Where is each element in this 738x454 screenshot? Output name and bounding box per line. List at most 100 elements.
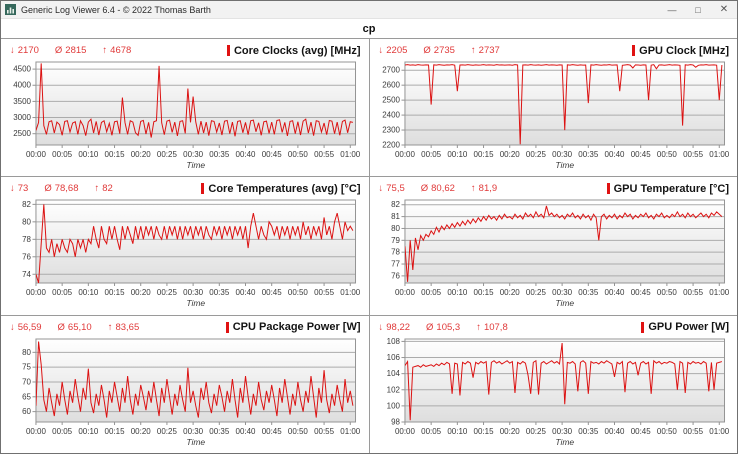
svg-text:00:05: 00:05 bbox=[421, 427, 442, 436]
svg-text:3500: 3500 bbox=[13, 97, 31, 106]
svg-text:108: 108 bbox=[386, 337, 400, 346]
max-arrow-icon: ↑ bbox=[107, 321, 113, 333]
stat-min-value: 75,5 bbox=[386, 183, 405, 195]
min-arrow-icon: ↓ bbox=[10, 183, 15, 195]
panel-gpu-power: ↓ 98,22 Ø 105,3 ↑ 107,8 GPU Power [W] 98 100… bbox=[369, 315, 737, 453]
app-icon bbox=[5, 4, 16, 15]
svg-text:79: 79 bbox=[391, 236, 400, 245]
chart-title: Core Clocks (avg) [MHz] bbox=[226, 45, 361, 57]
stat-avg-value: 80,62 bbox=[431, 183, 455, 195]
plot-gpu-temperature[interactable]: 76 77 78 79 80 81 82 00:00 00:05 00:10 00:15 00:20 0… bbox=[375, 197, 733, 309]
svg-text:78: 78 bbox=[22, 235, 31, 244]
svg-text:00:55: 00:55 bbox=[314, 288, 335, 297]
min-arrow-icon: ↓ bbox=[10, 321, 15, 333]
svg-text:60: 60 bbox=[22, 407, 31, 416]
max-arrow-icon: ↑ bbox=[470, 183, 476, 195]
svg-text:2500: 2500 bbox=[382, 96, 400, 105]
svg-text:77: 77 bbox=[391, 260, 400, 269]
stat-avg-value: 65,10 bbox=[67, 321, 92, 333]
svg-text:82: 82 bbox=[22, 200, 31, 209]
svg-text:65: 65 bbox=[22, 392, 31, 401]
svg-text:00:35: 00:35 bbox=[209, 427, 230, 436]
close-button[interactable]: ✕ bbox=[719, 4, 729, 15]
svg-text:00:55: 00:55 bbox=[683, 150, 704, 159]
svg-text:00:25: 00:25 bbox=[157, 288, 178, 297]
svg-text:00:25: 00:25 bbox=[525, 427, 546, 436]
svg-text:100: 100 bbox=[386, 401, 400, 410]
svg-text:2600: 2600 bbox=[382, 81, 400, 90]
charts-grid: ↓ 2170 Ø 2815 ↑ 4678 Core Clocks (avg) [MHz… bbox=[1, 38, 737, 453]
titlebar[interactable]: Generic Log Viewer 6.4 - © 2022 Thomas B… bbox=[1, 1, 737, 19]
plot-gpu-clock[interactable]: 2200 2300 2400 2500 2600 2700 00:00 00:05 00:10 0… bbox=[375, 59, 733, 171]
svg-text:00:20: 00:20 bbox=[131, 150, 152, 159]
chart-title: GPU Clock [MHz] bbox=[632, 45, 729, 57]
svg-text:00:50: 00:50 bbox=[288, 150, 309, 159]
svg-text:00:00: 00:00 bbox=[394, 427, 415, 436]
svg-text:82: 82 bbox=[391, 201, 400, 210]
svg-text:2700: 2700 bbox=[382, 66, 400, 75]
svg-text:00:05: 00:05 bbox=[52, 427, 73, 436]
svg-text:00:20: 00:20 bbox=[131, 427, 152, 436]
stat-avg-value: 2735 bbox=[433, 45, 455, 56]
svg-text:00:25: 00:25 bbox=[525, 288, 546, 297]
plot-core-temperatures[interactable]: 74 76 78 80 82 00:00 00:05 00:10 00:15 00:20 00:25… bbox=[6, 197, 364, 309]
svg-text:00:40: 00:40 bbox=[236, 427, 257, 436]
chart-stats: ↓ 56,59 Ø 65,10 ↑ 83,65 bbox=[10, 322, 139, 333]
svg-text:Time: Time bbox=[186, 298, 205, 308]
svg-text:2400: 2400 bbox=[382, 111, 400, 120]
svg-text:80: 80 bbox=[391, 224, 400, 233]
stat-avg-value: 2815 bbox=[65, 45, 87, 56]
stat-min-value: 73 bbox=[17, 183, 29, 195]
svg-text:102: 102 bbox=[386, 385, 400, 394]
legend-marker-icon bbox=[225, 321, 229, 333]
svg-text:Time: Time bbox=[555, 298, 574, 308]
legend-marker-icon bbox=[641, 321, 645, 333]
svg-text:00:25: 00:25 bbox=[157, 150, 178, 159]
svg-text:00:45: 00:45 bbox=[262, 427, 283, 436]
max-arrow-icon: ↑ bbox=[94, 183, 100, 195]
svg-text:Time: Time bbox=[186, 160, 205, 170]
svg-text:78: 78 bbox=[391, 248, 400, 257]
svg-text:00:10: 00:10 bbox=[447, 150, 468, 159]
svg-text:00:30: 00:30 bbox=[183, 427, 204, 436]
maximize-button[interactable]: □ bbox=[695, 4, 701, 15]
plot-gpu-power[interactable]: 98 100 102 104 106 108 00:00 00:05 00:10 00:15 00:… bbox=[375, 336, 733, 448]
svg-text:00:05: 00:05 bbox=[52, 288, 73, 297]
svg-text:81: 81 bbox=[391, 212, 400, 221]
svg-text:Time: Time bbox=[555, 160, 574, 170]
svg-text:00:30: 00:30 bbox=[552, 288, 573, 297]
plot-cpu-package-power[interactable]: 60 65 70 75 80 00:00 00:05 00:10 00:15 00:20 00:25… bbox=[6, 336, 364, 448]
svg-text:00:15: 00:15 bbox=[105, 150, 126, 159]
svg-text:00:25: 00:25 bbox=[525, 150, 546, 159]
svg-text:00:20: 00:20 bbox=[499, 288, 520, 297]
svg-text:00:35: 00:35 bbox=[209, 150, 230, 159]
svg-text:01:00: 01:00 bbox=[709, 427, 730, 436]
svg-text:00:30: 00:30 bbox=[183, 150, 204, 159]
svg-text:01:00: 01:00 bbox=[340, 150, 361, 159]
chart-title: CPU Package Power [W] bbox=[225, 321, 361, 333]
svg-text:70: 70 bbox=[22, 377, 31, 386]
avg-icon: Ø bbox=[420, 183, 429, 195]
stat-avg-value: 105,3 bbox=[436, 321, 461, 333]
svg-text:00:00: 00:00 bbox=[26, 150, 47, 159]
minimize-button[interactable]: — bbox=[667, 4, 677, 15]
svg-text:00:10: 00:10 bbox=[78, 427, 99, 436]
panel-core-clocks: ↓ 2170 Ø 2815 ↑ 4678 Core Clocks (avg) [MHz… bbox=[1, 39, 369, 177]
chart-title: GPU Power [W] bbox=[641, 321, 729, 333]
svg-text:00:55: 00:55 bbox=[314, 150, 335, 159]
svg-text:98: 98 bbox=[391, 417, 400, 426]
svg-text:00:15: 00:15 bbox=[105, 288, 126, 297]
svg-text:00:15: 00:15 bbox=[473, 288, 494, 297]
svg-text:74: 74 bbox=[22, 270, 31, 279]
stat-min-value: 56,59 bbox=[17, 321, 42, 333]
min-arrow-icon: ↓ bbox=[378, 183, 384, 195]
svg-text:00:40: 00:40 bbox=[604, 288, 625, 297]
stat-max-value: 107,8 bbox=[483, 321, 508, 333]
max-arrow-icon: ↑ bbox=[476, 321, 481, 333]
legend-marker-icon bbox=[606, 183, 610, 195]
plot-core-clocks[interactable]: 2500 3000 3500 4000 4500 00:00 00:05 00:10 00:15… bbox=[6, 59, 364, 171]
chart-title: Core Temperatures (avg) [°C] bbox=[201, 183, 361, 195]
svg-text:00:45: 00:45 bbox=[262, 150, 283, 159]
svg-text:4500: 4500 bbox=[13, 65, 31, 74]
